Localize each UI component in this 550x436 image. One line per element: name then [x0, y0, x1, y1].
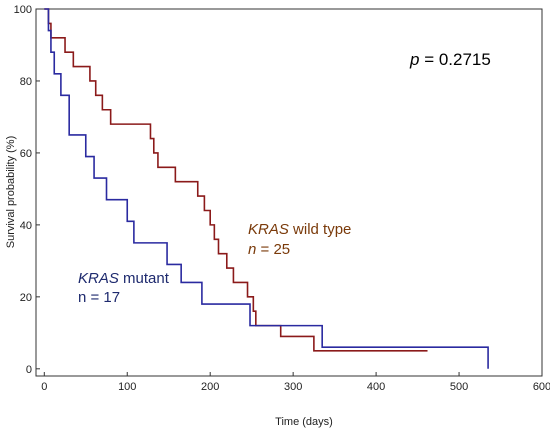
x-tick-label: 100 — [118, 381, 136, 393]
y-tick-label: 20 — [20, 292, 32, 304]
x-axis-label: Time (days) — [275, 416, 333, 428]
y-axis-label: Survival probability (%) — [5, 136, 17, 248]
plot-frame — [35, 8, 543, 377]
y-tick-label: 40 — [20, 220, 32, 232]
p-value-annotation: p = 0.2715 — [409, 50, 491, 69]
y-tick-label: 80 — [20, 76, 32, 88]
x-tick-label: 0 — [41, 381, 47, 393]
x-tick-label: 300 — [284, 381, 302, 393]
x-tick-label: 200 — [201, 381, 219, 393]
mutant-n: n = 17 — [78, 289, 120, 306]
x-tick-label: 600 — [533, 381, 550, 393]
wild-type-n: n = 25 — [248, 241, 290, 258]
y-tick-label: 0 — [26, 364, 32, 376]
mutant-curve — [44, 8, 489, 369]
mutant-label: KRAS mutant — [78, 270, 170, 287]
y-axis: 0 20 40 60 80 100 — [14, 4, 40, 376]
y-tick-label: 60 — [20, 148, 32, 160]
x-axis: 0 100 200 300 400 500 600 — [41, 372, 550, 393]
wild-type-label: KRAS wild type — [248, 221, 351, 238]
x-tick-label: 400 — [367, 381, 385, 393]
y-tick-label: 100 — [14, 4, 32, 16]
x-tick-label: 500 — [450, 381, 468, 393]
survival-curves — [44, 8, 489, 369]
wild-type-curve — [44, 8, 428, 352]
